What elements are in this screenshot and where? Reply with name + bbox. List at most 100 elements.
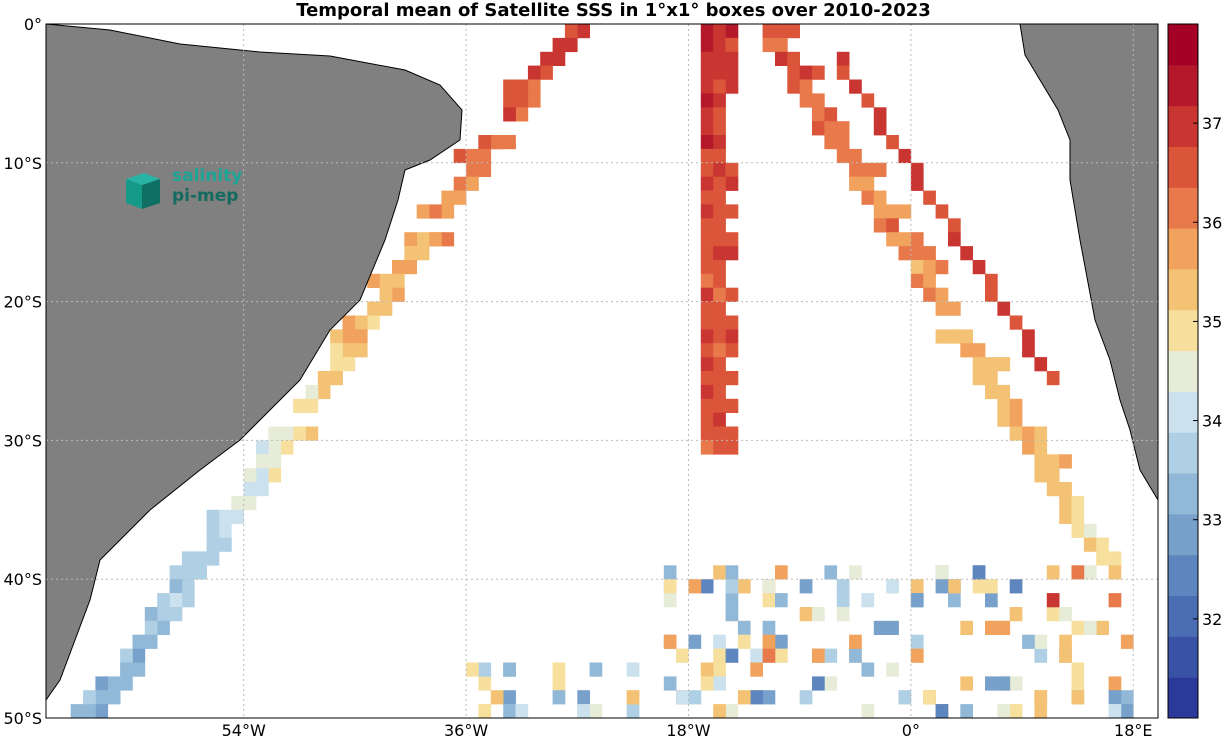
sss-cell: [960, 704, 973, 718]
sss-cell: [503, 135, 516, 150]
sss-cell: [268, 454, 282, 469]
colorbar-segment: [1168, 513, 1198, 556]
sss-cell: [688, 634, 702, 649]
sss-cell: [688, 579, 702, 594]
sss-cell: [478, 148, 492, 164]
sss-cell: [898, 204, 912, 219]
sss-cell: [527, 65, 541, 80]
sss-cell: [342, 329, 356, 344]
sss-cell: [985, 593, 998, 608]
sss-cell: [466, 662, 479, 677]
sss-cell: [923, 287, 936, 302]
sss-cell: [725, 704, 739, 718]
sss-cell: [700, 260, 714, 275]
sss-cell: [404, 232, 417, 247]
sss-cell: [997, 357, 1011, 372]
sss-cell: [1083, 620, 1097, 635]
sss-cell: [1046, 565, 1060, 580]
sss-cell: [700, 162, 714, 177]
sss-cell: [713, 398, 726, 413]
sss-cell: [725, 162, 739, 177]
sss-cell: [1034, 704, 1048, 718]
sss-cell: [107, 676, 121, 691]
sss-cell: [886, 232, 899, 247]
sss-cell: [713, 301, 726, 316]
sss-cell: [1108, 690, 1122, 705]
sss-cell: [700, 37, 714, 53]
sss-cell: [997, 676, 1011, 691]
sss-cell: [1083, 565, 1097, 580]
sss-cell: [552, 662, 566, 677]
colorbar-segment: [1168, 187, 1198, 229]
sss-cell: [1034, 468, 1048, 483]
sss-cell: [713, 704, 726, 718]
sss-cell: [935, 287, 949, 302]
sss-cell: [713, 65, 726, 80]
sss-cell: [836, 579, 850, 594]
sss-cell: [910, 260, 924, 275]
sss-cell: [1108, 704, 1122, 718]
sss-cell: [713, 51, 726, 66]
lon-tick-label: 0°: [902, 721, 920, 740]
sss-cell: [799, 579, 813, 594]
sss-cell: [392, 273, 405, 288]
sss-cell: [762, 690, 776, 705]
sss-cell: [700, 371, 714, 386]
sss-cell: [231, 509, 244, 524]
sss-cell: [972, 371, 986, 386]
sss-cell: [95, 704, 109, 718]
colorbar-segment: [1168, 105, 1198, 147]
sss-cell: [206, 509, 220, 524]
colorbar-tick-label: 37: [1202, 114, 1222, 133]
sss-cell: [985, 676, 998, 691]
sss-cell: [799, 65, 813, 80]
sss-cell: [700, 676, 714, 691]
sss-cell: [503, 690, 516, 705]
sss-cell: [750, 690, 763, 705]
gridlines: [46, 24, 1158, 718]
sss-cell: [219, 509, 232, 524]
sss-cell: [243, 482, 257, 497]
sss-cell: [1034, 454, 1048, 469]
sss-cell: [886, 135, 899, 150]
sss-cell: [256, 468, 269, 483]
sss-cell: [478, 704, 492, 718]
colorbar-tick-label: 34: [1202, 412, 1222, 431]
sss-cell: [960, 620, 973, 635]
sss-cell: [1022, 329, 1035, 344]
sss-cell: [725, 232, 739, 247]
sss-cell: [354, 315, 368, 330]
sss-cell: [367, 315, 380, 330]
sss-cell: [713, 204, 726, 219]
sss-cell: [713, 426, 726, 441]
sss-cell: [750, 718, 763, 732]
sss-cell: [490, 690, 504, 705]
sss-cell: [1022, 426, 1035, 441]
sss-cell: [132, 648, 146, 663]
sss-cell: [700, 107, 714, 122]
sss-cell: [466, 176, 479, 191]
sss-cell: [861, 704, 875, 718]
sss-cell: [1071, 620, 1085, 635]
sss-cell: [775, 24, 788, 39]
sss-cell: [898, 148, 912, 164]
sss-cell: [503, 718, 516, 732]
sss-cell: [725, 398, 739, 413]
sss-cell: [849, 634, 862, 649]
sss-cell: [985, 384, 998, 400]
sss-cell: [973, 718, 986, 732]
sss-cell: [280, 440, 294, 455]
sss-cell: [997, 398, 1011, 413]
sss-cell: [157, 593, 170, 608]
sss-cell: [491, 718, 504, 732]
sss-cell: [713, 634, 726, 649]
sss-cell: [503, 662, 516, 677]
sss-cell: [1047, 718, 1060, 732]
sss-cell: [923, 273, 936, 288]
sss-cell: [725, 440, 739, 455]
sss-cell: [861, 162, 875, 177]
sss-cell: [713, 648, 726, 663]
sss-cell: [775, 648, 788, 663]
lat-tick-label: 20°S: [3, 293, 42, 312]
sss-cell: [453, 190, 467, 205]
